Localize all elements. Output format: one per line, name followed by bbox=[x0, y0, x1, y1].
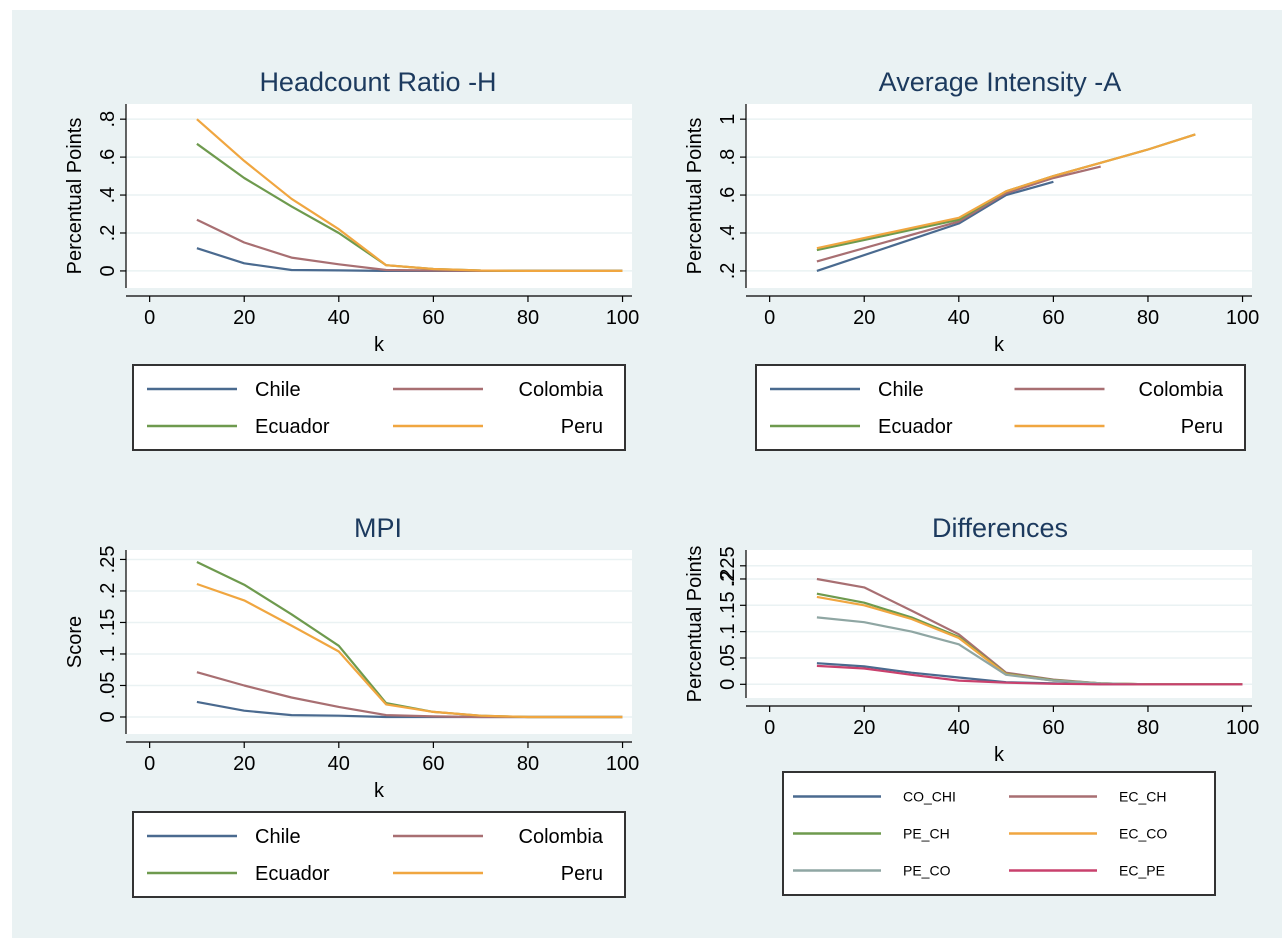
panel-headcount: Headcount Ratio -H 0 .2 .4 .6 .8 0 20 40 60 80 100 k… bbox=[64, 67, 639, 451]
y-tick-label: 0 bbox=[717, 679, 739, 690]
legend-label: Peru bbox=[561, 863, 603, 885]
legend-label: PE_CH bbox=[903, 825, 950, 841]
chart-title: MPI bbox=[354, 513, 402, 543]
legend-label: Peru bbox=[1181, 416, 1223, 438]
chart-title: Headcount Ratio -H bbox=[259, 67, 496, 97]
y-tick-label: .4 bbox=[97, 187, 119, 204]
series-line-chile bbox=[816, 180, 1054, 272]
x-axis-label: k bbox=[374, 780, 385, 802]
y-tick-label: .05 bbox=[717, 644, 739, 672]
series-line-peru bbox=[816, 133, 1196, 250]
series-line-peru bbox=[196, 582, 623, 719]
y-tick-label: 0 bbox=[97, 265, 119, 276]
x-axis-label: k bbox=[994, 744, 1005, 766]
y-tick-label: .25 bbox=[97, 546, 119, 574]
x-axis-label: k bbox=[994, 334, 1005, 356]
plot-area bbox=[126, 550, 632, 734]
x-tick-label: 100 bbox=[1226, 717, 1259, 739]
y-tick-label: .8 bbox=[97, 111, 119, 128]
panel-differences: Differences 0 .05 .1 .15 .2.225 0 20 40 60 80 100 k P… bbox=[684, 513, 1259, 896]
x-tick-label: 60 bbox=[422, 307, 444, 329]
x-tick-label: 0 bbox=[144, 753, 155, 775]
y-tick-label: .2 bbox=[717, 263, 739, 280]
legend-box bbox=[132, 364, 626, 451]
y-tick-label: .1 bbox=[97, 646, 119, 663]
y-axis-label: Percentual Points bbox=[64, 118, 86, 275]
x-tick-label: 80 bbox=[517, 307, 539, 329]
y-tick-label: .2 bbox=[97, 583, 119, 600]
x-tick-label: 60 bbox=[422, 753, 444, 775]
x-tick-label: 100 bbox=[606, 307, 639, 329]
x-tick-label: 20 bbox=[853, 717, 875, 739]
x-tick-label: 0 bbox=[764, 717, 775, 739]
y-tick-label: 0 bbox=[97, 711, 119, 722]
x-tick-label: 40 bbox=[948, 717, 970, 739]
legend-box bbox=[132, 811, 626, 898]
legend-label: PE_CO bbox=[903, 862, 951, 878]
panel-intensity: Average Intensity -A .2 .4 .6 .8 1 0 20 40 60 80 10… bbox=[684, 67, 1259, 451]
panel-mpi: MPI 0 .05 .1 .15 .2 .25 0 20 40 60 80 100 k Score Chile… bbox=[64, 513, 639, 898]
series-line-colombia bbox=[816, 165, 1101, 263]
y-tick-label: .1 bbox=[717, 623, 739, 640]
y-tick-label: .2 bbox=[97, 225, 119, 242]
legend-label: Chile bbox=[255, 826, 301, 848]
legend-label: EC_CH bbox=[1119, 788, 1166, 804]
x-tick-label: 40 bbox=[328, 753, 350, 775]
y-axis-label: Percentual Points bbox=[684, 546, 706, 703]
plot-area bbox=[126, 104, 632, 288]
legend-label: Ecuador bbox=[255, 863, 330, 885]
y-axis-label: Score bbox=[64, 616, 86, 668]
legend-label: Colombia bbox=[519, 826, 604, 848]
x-tick-label: 80 bbox=[517, 753, 539, 775]
legend-label: Ecuador bbox=[255, 416, 330, 438]
x-tick-label: 20 bbox=[233, 753, 255, 775]
x-tick-label: 20 bbox=[853, 307, 875, 329]
y-axis-label: Percentual Points bbox=[684, 118, 706, 275]
legend-label: CO_CHI bbox=[903, 788, 956, 804]
x-axis-label: k bbox=[374, 334, 385, 356]
legend-label: EC_PE bbox=[1119, 862, 1165, 878]
y-tick-label: 1 bbox=[717, 114, 739, 125]
y-tick-label: .05 bbox=[97, 672, 119, 700]
y-tick-label: .15 bbox=[97, 609, 119, 637]
series-line-ec-pe bbox=[816, 664, 1243, 686]
x-tick-label: 0 bbox=[144, 307, 155, 329]
x-tick-label: 100 bbox=[1226, 307, 1259, 329]
chart-title: Differences bbox=[932, 513, 1068, 543]
x-tick-label: 80 bbox=[1137, 307, 1159, 329]
y-tick-label: .4 bbox=[717, 225, 739, 242]
x-tick-label: 20 bbox=[233, 307, 255, 329]
y-tick-label: .225 bbox=[717, 546, 739, 585]
x-tick-label: 60 bbox=[1042, 307, 1064, 329]
legend-label: Ecuador bbox=[878, 416, 953, 438]
legend-box bbox=[755, 364, 1246, 451]
legend-label: Peru bbox=[561, 416, 603, 438]
legend-label: EC_CO bbox=[1119, 825, 1167, 841]
y-tick-label: .8 bbox=[717, 149, 739, 166]
x-tick-label: 60 bbox=[1042, 717, 1064, 739]
x-tick-label: 40 bbox=[948, 307, 970, 329]
legend-label: Chile bbox=[255, 379, 301, 401]
plot-area bbox=[746, 550, 1252, 698]
y-tick-label: .2 bbox=[717, 571, 739, 588]
legend-label: Colombia bbox=[519, 379, 604, 401]
x-tick-label: 80 bbox=[1137, 717, 1159, 739]
chart-title: Average Intensity -A bbox=[879, 67, 1122, 97]
legend-label: Chile bbox=[878, 379, 924, 401]
x-tick-label: 0 bbox=[764, 307, 775, 329]
y-tick-label: .6 bbox=[717, 187, 739, 204]
x-tick-label: 100 bbox=[606, 753, 639, 775]
y-tick-label: .15 bbox=[717, 591, 739, 619]
x-tick-label: 40 bbox=[328, 307, 350, 329]
y-tick-label: .6 bbox=[97, 149, 119, 166]
series-line-peru bbox=[196, 118, 623, 272]
legend-label: Colombia bbox=[1139, 379, 1224, 401]
